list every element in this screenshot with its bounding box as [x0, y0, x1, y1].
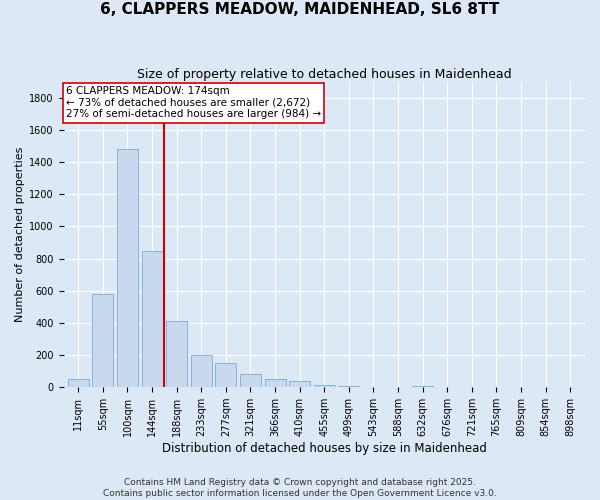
Title: Size of property relative to detached houses in Maidenhead: Size of property relative to detached ho… [137, 68, 512, 80]
Bar [265, 379, 286, 387]
Bar [412, 386, 433, 387]
Bar [240, 374, 261, 387]
Bar [142, 250, 163, 387]
Bar [68, 379, 89, 387]
Text: Contains HM Land Registry data © Crown copyright and database right 2025.
Contai: Contains HM Land Registry data © Crown c… [103, 478, 497, 498]
Bar [166, 322, 187, 387]
Bar [191, 355, 212, 387]
Y-axis label: Number of detached properties: Number of detached properties [15, 147, 25, 322]
Text: 6 CLAPPERS MEADOW: 174sqm
← 73% of detached houses are smaller (2,672)
27% of se: 6 CLAPPERS MEADOW: 174sqm ← 73% of detac… [66, 86, 321, 120]
Bar [314, 385, 335, 387]
Bar [117, 149, 138, 387]
Bar [92, 294, 113, 387]
Text: 6, CLAPPERS MEADOW, MAIDENHEAD, SL6 8TT: 6, CLAPPERS MEADOW, MAIDENHEAD, SL6 8TT [100, 2, 500, 18]
Bar [338, 386, 359, 387]
Bar [289, 381, 310, 387]
X-axis label: Distribution of detached houses by size in Maidenhead: Distribution of detached houses by size … [162, 442, 487, 455]
Bar [215, 363, 236, 387]
